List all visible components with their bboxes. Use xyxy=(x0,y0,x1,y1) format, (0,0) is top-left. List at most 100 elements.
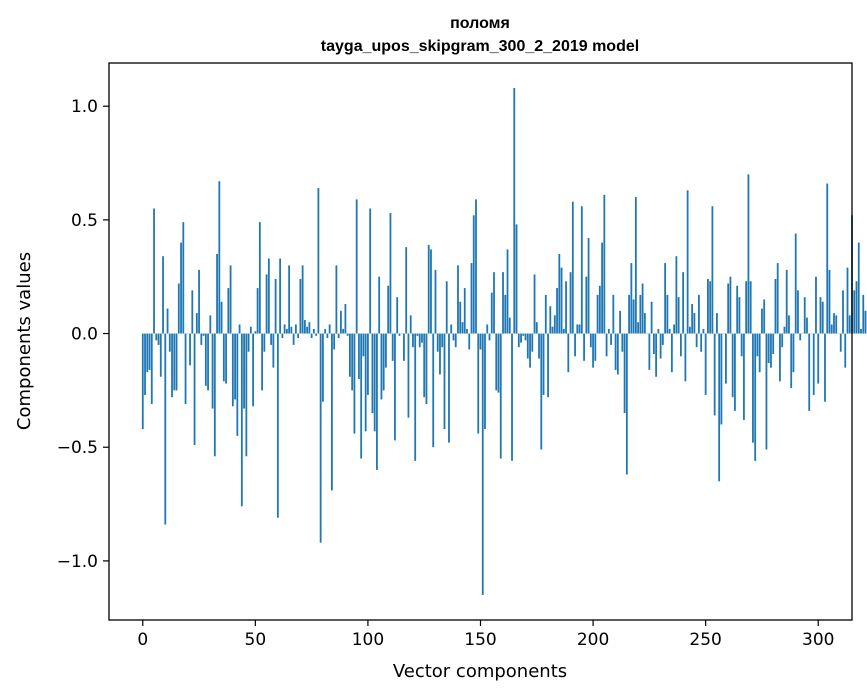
bar-29 xyxy=(207,333,209,391)
bar-96 xyxy=(358,333,360,380)
bar-24 xyxy=(195,313,198,334)
bar-67 xyxy=(292,333,295,345)
bar-277 xyxy=(765,333,768,450)
y-tick-label-2: 0.0 xyxy=(71,325,98,345)
bar-155 xyxy=(490,292,493,334)
bar-146 xyxy=(470,263,473,334)
bar-111 xyxy=(391,333,394,361)
bar-300 xyxy=(817,333,820,384)
bar-54 xyxy=(263,333,266,352)
bar-95 xyxy=(355,199,358,334)
bar-318 xyxy=(857,242,860,334)
bar-319 xyxy=(860,328,862,334)
bar-129 xyxy=(432,333,435,448)
bar-280 xyxy=(772,333,775,355)
bar-263 xyxy=(734,333,736,411)
bar-60 xyxy=(276,333,279,518)
bar-287 xyxy=(788,315,790,334)
bar-170 xyxy=(524,333,527,341)
bar-195 xyxy=(580,206,583,334)
bar-135 xyxy=(445,281,448,334)
bar-193 xyxy=(576,324,579,334)
bar-299 xyxy=(815,276,817,334)
bar-233 xyxy=(666,294,669,334)
bar-176 xyxy=(538,333,540,359)
bar-174 xyxy=(533,274,536,334)
bar-132 xyxy=(439,333,441,375)
bar-52 xyxy=(258,222,261,334)
bar-120 xyxy=(412,333,414,348)
bar-207 xyxy=(607,328,610,334)
bar-218 xyxy=(632,299,635,334)
bar-305 xyxy=(828,269,831,334)
bar-124 xyxy=(421,333,423,343)
x-tick-label-300: 300 xyxy=(802,630,834,650)
bar-165 xyxy=(513,88,516,334)
bar-28 xyxy=(204,333,207,386)
bar-240 xyxy=(682,272,685,334)
bar-101 xyxy=(369,208,372,334)
bar-58 xyxy=(272,333,275,368)
bar-4 xyxy=(150,333,153,405)
bar-113 xyxy=(396,297,399,334)
bar-62 xyxy=(281,333,284,339)
bar-92 xyxy=(349,333,351,377)
bar-243 xyxy=(688,326,691,334)
bar-40 xyxy=(231,333,234,407)
bar-256 xyxy=(718,333,721,482)
bar-198 xyxy=(587,238,590,334)
bar-274 xyxy=(758,333,761,373)
bar-292 xyxy=(799,333,802,341)
bar-228 xyxy=(655,333,658,377)
bar-167 xyxy=(517,333,520,348)
x-tick-label-0: 0 xyxy=(137,630,148,650)
x-axis-label: Vector components xyxy=(393,661,567,682)
bar-166 xyxy=(515,224,518,334)
bar-236 xyxy=(673,324,676,334)
bar-220 xyxy=(637,322,640,334)
bar-106 xyxy=(380,333,383,400)
bar-164 xyxy=(511,333,513,461)
y-axis-label: Components values xyxy=(14,252,35,430)
bar-211 xyxy=(616,333,619,375)
bar-71 xyxy=(301,265,304,334)
bar-16 xyxy=(177,283,180,334)
bar-76 xyxy=(312,328,315,334)
bar-138 xyxy=(452,333,455,341)
bar-1 xyxy=(144,333,146,395)
bar-3 xyxy=(148,333,151,370)
bar-97 xyxy=(360,333,363,459)
bar-142 xyxy=(461,322,464,334)
bar-209 xyxy=(612,294,615,334)
bar-267 xyxy=(743,333,745,420)
bar-51 xyxy=(256,288,259,334)
bar-212 xyxy=(619,310,621,334)
bar-296 xyxy=(808,333,811,411)
bar-37 xyxy=(225,333,227,384)
bar-264 xyxy=(736,285,739,334)
bar-303 xyxy=(824,333,826,402)
y-tick-label-3: 0.5 xyxy=(71,211,98,231)
bar-15 xyxy=(175,333,178,391)
bar-63 xyxy=(283,324,286,334)
bar-10 xyxy=(164,333,167,525)
bar-247 xyxy=(697,294,700,334)
bar-27 xyxy=(202,333,205,336)
bar-126 xyxy=(425,333,428,405)
bar-251 xyxy=(707,278,709,334)
x-tick-label-200: 200 xyxy=(577,630,609,650)
bar-276 xyxy=(763,299,766,334)
bar-168 xyxy=(520,333,522,343)
bar-183 xyxy=(553,315,556,334)
bar-82 xyxy=(326,333,329,339)
bar-162 xyxy=(506,249,509,334)
x-axis: 0 50 100 150 200 250 300 xyxy=(137,620,834,650)
bar-298 xyxy=(812,333,815,395)
bar-307 xyxy=(833,313,835,334)
bar-149 xyxy=(477,333,480,434)
bar-145 xyxy=(468,333,471,350)
bar-144 xyxy=(466,328,468,334)
bar-128 xyxy=(430,249,432,334)
bar-109 xyxy=(387,285,390,334)
bar-49 xyxy=(252,333,254,407)
